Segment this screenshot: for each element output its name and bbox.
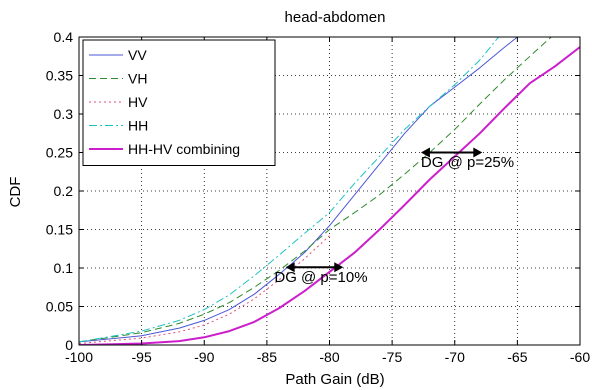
annotation-label: DG @ p=10% xyxy=(274,269,367,286)
y-axis-label: CDF xyxy=(7,177,24,208)
x-tick-label: -85 xyxy=(257,349,277,365)
x-tick-label: -100 xyxy=(65,349,93,365)
y-tick-label: 0.1 xyxy=(54,260,74,276)
series-line-hh xyxy=(79,37,499,343)
chart-title: head-abdomen xyxy=(285,9,386,26)
legend-label: VV xyxy=(128,47,147,63)
y-tick-label: 0.4 xyxy=(54,29,74,45)
series-line-vv xyxy=(79,37,518,343)
series-line-hh-hv-combining xyxy=(79,46,580,345)
y-tick-label: 0.25 xyxy=(46,145,73,161)
x-tick-label: -95 xyxy=(132,349,152,365)
legend-label: HV xyxy=(128,94,148,110)
annotation-arrow-head-right xyxy=(334,262,344,273)
annotation-arrow-head-left xyxy=(285,262,295,273)
y-tick-label: 0.05 xyxy=(46,299,73,315)
x-tick-label: -65 xyxy=(507,349,527,365)
y-tick-label: 0.3 xyxy=(54,106,74,122)
x-tick-label: -70 xyxy=(445,349,465,365)
legend-label: HH-HV combining xyxy=(128,141,240,157)
legend-label: VH xyxy=(128,71,147,87)
x-tick-label: -90 xyxy=(194,349,214,365)
y-tick-label: 0 xyxy=(65,337,73,353)
series-line-vh xyxy=(79,37,552,343)
x-axis-label: Path Gain (dB) xyxy=(285,371,384,388)
y-tick-label: 0.35 xyxy=(46,68,73,84)
annotation-label: DG @ p=25% xyxy=(421,154,514,171)
annotation-arrow-head-left xyxy=(420,147,430,158)
y-tick-label: 0.15 xyxy=(46,222,73,238)
series-line-hv xyxy=(79,235,330,344)
x-tick-label: -75 xyxy=(382,349,402,365)
x-tick-label: -60 xyxy=(570,349,590,365)
legend-label: HH xyxy=(128,118,148,134)
legend-box xyxy=(82,39,276,166)
annotation-arrow-head-right xyxy=(473,147,483,158)
x-tick-label: -80 xyxy=(319,349,339,365)
y-tick-label: 0.2 xyxy=(54,183,74,199)
